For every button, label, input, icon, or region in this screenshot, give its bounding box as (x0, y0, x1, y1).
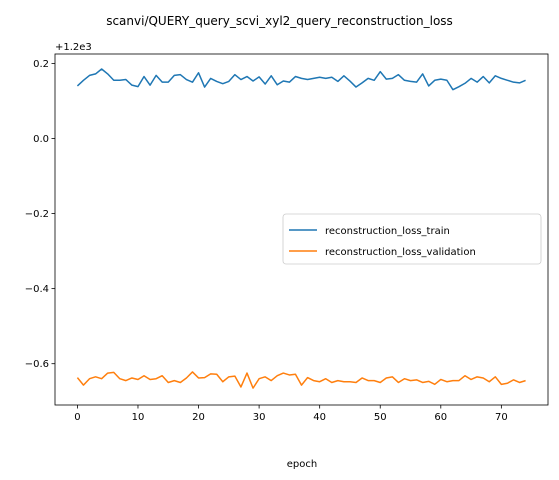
x-axis-label: epoch (287, 459, 317, 470)
chart-title: scanvi/QUERY_query_scvi_xyl2_query_recon… (106, 14, 453, 28)
x-tick-label: 40 (313, 412, 326, 423)
y-tick-label: −0.6 (25, 359, 49, 370)
y-offset-label: +1.2e3 (55, 42, 92, 53)
x-tick-label: 60 (434, 412, 447, 423)
plot-frame (54, 53, 549, 406)
x-axis: 0 10 20 30 40 50 60 70 (74, 405, 508, 423)
y-tick-label: 0.2 (33, 59, 49, 70)
series-line-reconstruction-loss-validation (76, 371, 526, 389)
x-tick-label: 70 (495, 412, 508, 423)
legend: reconstruction_loss_train reconstruction_… (282, 213, 542, 265)
series-group (76, 68, 526, 389)
y-tick-label: 0.0 (33, 134, 49, 145)
series-line-reconstruction-loss-train (76, 68, 526, 91)
legend-label: reconstruction_loss_train (325, 226, 450, 237)
x-tick-label: 0 (74, 412, 80, 423)
y-axis: 0.2 0.0 −0.2 −0.4 −0.6 (25, 59, 55, 370)
x-tick-label: 30 (253, 412, 266, 423)
legend-box (282, 213, 542, 265)
x-tick-label: 10 (132, 412, 145, 423)
y-tick-label: −0.4 (25, 284, 49, 295)
y-tick-label: −0.2 (25, 209, 49, 220)
x-tick-label: 20 (192, 412, 205, 423)
legend-label: reconstruction_loss_validation (325, 247, 476, 258)
x-tick-label: 50 (374, 412, 387, 423)
